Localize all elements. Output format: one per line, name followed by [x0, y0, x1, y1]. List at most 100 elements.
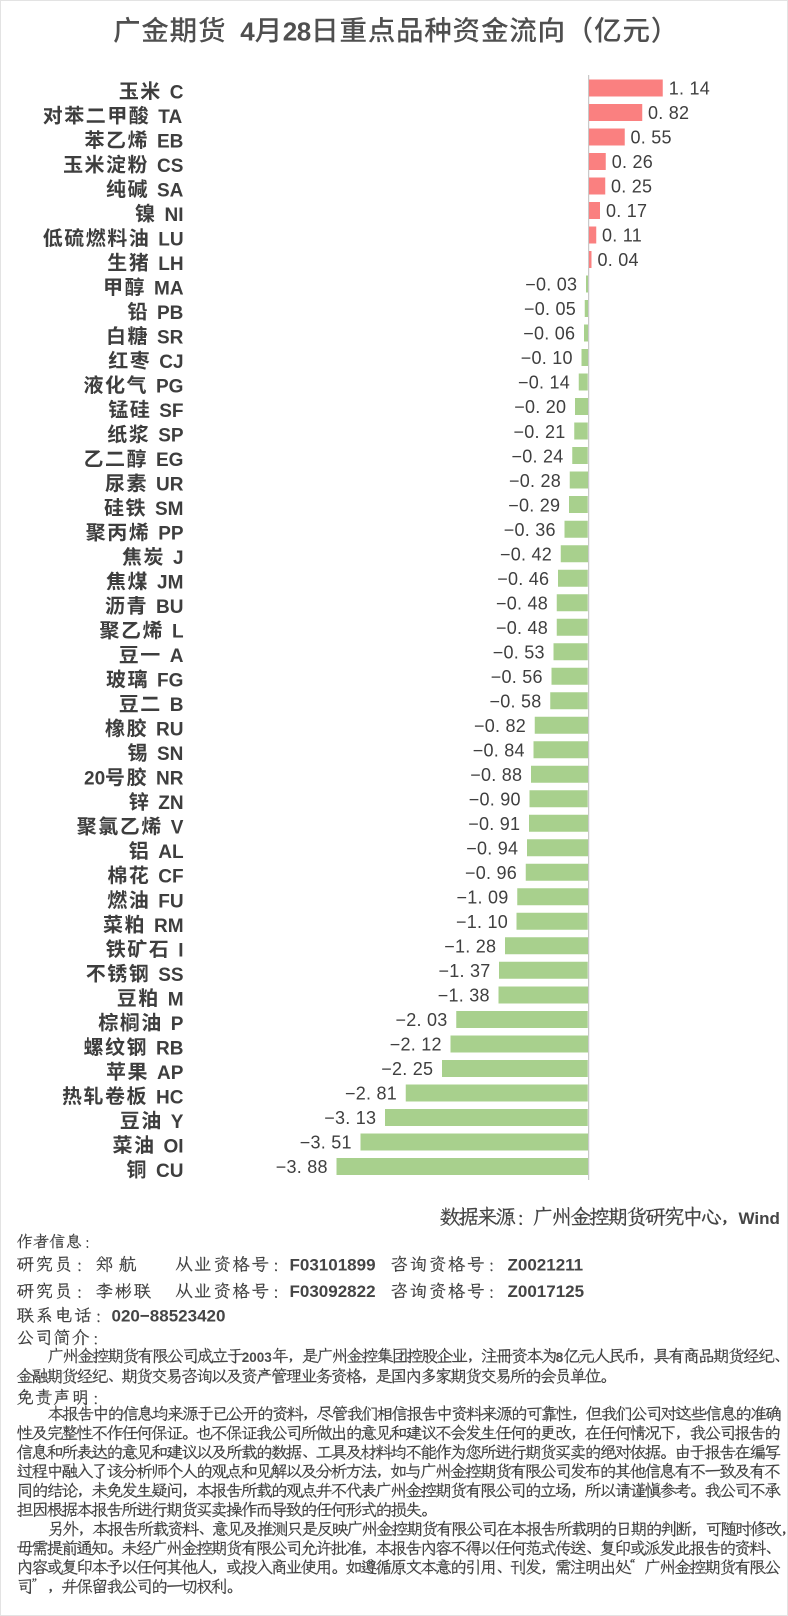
svg-text:−0. 56: −0. 56	[491, 667, 543, 687]
svg-text:−2. 81: −2. 81	[345, 1084, 397, 1104]
svg-text:Y: Y	[171, 1112, 184, 1133]
svg-text:RM: RM	[154, 916, 184, 937]
svg-text:CS: CS	[157, 156, 183, 177]
svg-text:−0. 24: −0. 24	[512, 446, 564, 466]
svg-text:0. 04: 0. 04	[598, 250, 639, 270]
svg-text:Z0017125: Z0017125	[508, 1282, 585, 1301]
svg-text:1. 14: 1. 14	[669, 79, 710, 99]
svg-text:−0. 90: −0. 90	[469, 789, 521, 809]
svg-text:B: B	[170, 695, 184, 716]
svg-text:P: P	[171, 1014, 184, 1035]
svg-text:0. 11: 0. 11	[602, 226, 642, 246]
svg-text:−0. 05: −0. 05	[524, 299, 576, 319]
svg-text:Z0021211: Z0021211	[508, 1255, 584, 1274]
svg-text:PG: PG	[156, 376, 183, 397]
svg-text:0. 17: 0. 17	[606, 201, 647, 221]
svg-text:−0. 94: −0. 94	[466, 838, 518, 858]
svg-text:0. 82: 0. 82	[648, 103, 689, 123]
svg-text:−1. 37: −1. 37	[439, 961, 491, 981]
svg-text:−0. 84: −0. 84	[473, 740, 525, 760]
svg-text:0. 55: 0. 55	[631, 128, 672, 148]
svg-text:LU: LU	[158, 229, 183, 250]
svg-text:0. 26: 0. 26	[612, 152, 653, 172]
svg-text:L: L	[172, 622, 184, 643]
svg-text:BU: BU	[156, 597, 183, 618]
svg-text:F03092822: F03092822	[290, 1282, 376, 1301]
svg-text:20: 20	[84, 769, 105, 790]
svg-text:020−88523420: 020−88523420	[112, 1306, 226, 1325]
svg-text:−0. 46: −0. 46	[497, 569, 549, 589]
svg-text:SS: SS	[158, 965, 183, 986]
svg-text:−0. 20: −0. 20	[514, 397, 566, 417]
svg-text:−0. 29: −0. 29	[508, 495, 560, 515]
svg-text:−0. 48: −0. 48	[496, 593, 548, 613]
svg-text:M: M	[168, 989, 184, 1010]
svg-text:CU: CU	[156, 1161, 183, 1182]
svg-text:−0. 53: −0. 53	[493, 642, 545, 662]
svg-text:CJ: CJ	[159, 352, 183, 373]
svg-text:EB: EB	[157, 131, 183, 152]
svg-text:8: 8	[297, 16, 311, 46]
svg-text:−0. 91: −0. 91	[468, 814, 520, 834]
svg-text:−0. 10: −0. 10	[521, 348, 573, 368]
svg-text:−1. 10: −1. 10	[456, 912, 508, 932]
svg-text:PB: PB	[157, 303, 183, 324]
svg-text:I: I	[178, 940, 183, 961]
svg-text:RB: RB	[156, 1038, 183, 1059]
svg-text:NI: NI	[165, 205, 184, 226]
svg-text:V: V	[171, 818, 184, 839]
svg-text:SA: SA	[157, 180, 184, 201]
svg-text:EG: EG	[156, 450, 183, 471]
svg-text:NR: NR	[156, 769, 184, 790]
svg-text:−1. 28: −1. 28	[444, 937, 496, 957]
svg-text:−0. 42: −0. 42	[500, 544, 552, 564]
svg-text:PP: PP	[158, 524, 184, 545]
svg-text:−2. 03: −2. 03	[396, 1010, 448, 1030]
svg-text:AP: AP	[157, 1063, 184, 1084]
svg-text:−0. 88: −0. 88	[470, 765, 522, 785]
svg-text:MA: MA	[154, 278, 184, 299]
svg-text:−0. 03: −0. 03	[525, 275, 577, 295]
svg-text:−0. 48: −0. 48	[496, 618, 548, 638]
svg-text:AL: AL	[158, 842, 184, 863]
svg-text:SF: SF	[159, 401, 183, 422]
svg-text:0. 25: 0. 25	[611, 177, 652, 197]
svg-text:−0. 96: −0. 96	[465, 863, 517, 883]
svg-text:−3. 88: −3. 88	[276, 1157, 328, 1177]
svg-text:SM: SM	[155, 499, 184, 520]
svg-text:SP: SP	[158, 426, 184, 447]
svg-text:−2. 25: −2. 25	[381, 1059, 433, 1079]
svg-text:FU: FU	[158, 891, 183, 912]
svg-text:JM: JM	[157, 573, 183, 594]
svg-text:ZN: ZN	[158, 793, 183, 814]
svg-text:J: J	[173, 548, 184, 569]
svg-text:−1. 38: −1. 38	[438, 986, 490, 1006]
svg-text:−3. 13: −3. 13	[324, 1108, 376, 1128]
svg-text:A: A	[170, 646, 184, 667]
svg-text:−0. 14: −0. 14	[518, 373, 570, 393]
svg-text:−1. 09: −1. 09	[457, 888, 509, 908]
svg-text:FG: FG	[157, 671, 183, 692]
svg-text:SR: SR	[157, 327, 184, 348]
svg-text:TA: TA	[158, 107, 182, 128]
svg-text:2: 2	[283, 16, 297, 46]
svg-text:−0. 36: −0. 36	[504, 520, 556, 540]
svg-text:−0. 28: −0. 28	[509, 471, 561, 491]
svg-text:UR: UR	[156, 475, 184, 496]
svg-text:C: C	[170, 82, 184, 103]
svg-text:−0. 82: −0. 82	[474, 716, 526, 736]
svg-text:LH: LH	[158, 254, 183, 275]
svg-text:−0. 21: −0. 21	[514, 422, 566, 442]
svg-text:F03101899: F03101899	[290, 1255, 376, 1274]
svg-text:HC: HC	[156, 1087, 184, 1108]
svg-text:−0. 06: −0. 06	[523, 324, 575, 344]
svg-text:−0. 58: −0. 58	[490, 691, 542, 711]
svg-text:OI: OI	[164, 1136, 184, 1157]
svg-text:Wind: Wind	[739, 1209, 780, 1228]
svg-text:2003: 2003	[242, 1350, 273, 1365]
svg-text:CF: CF	[158, 867, 183, 888]
svg-text:−2. 12: −2. 12	[390, 1035, 442, 1055]
svg-text:4: 4	[240, 16, 255, 46]
svg-text:−3. 51: −3. 51	[300, 1133, 352, 1153]
svg-text:RU: RU	[156, 720, 183, 741]
